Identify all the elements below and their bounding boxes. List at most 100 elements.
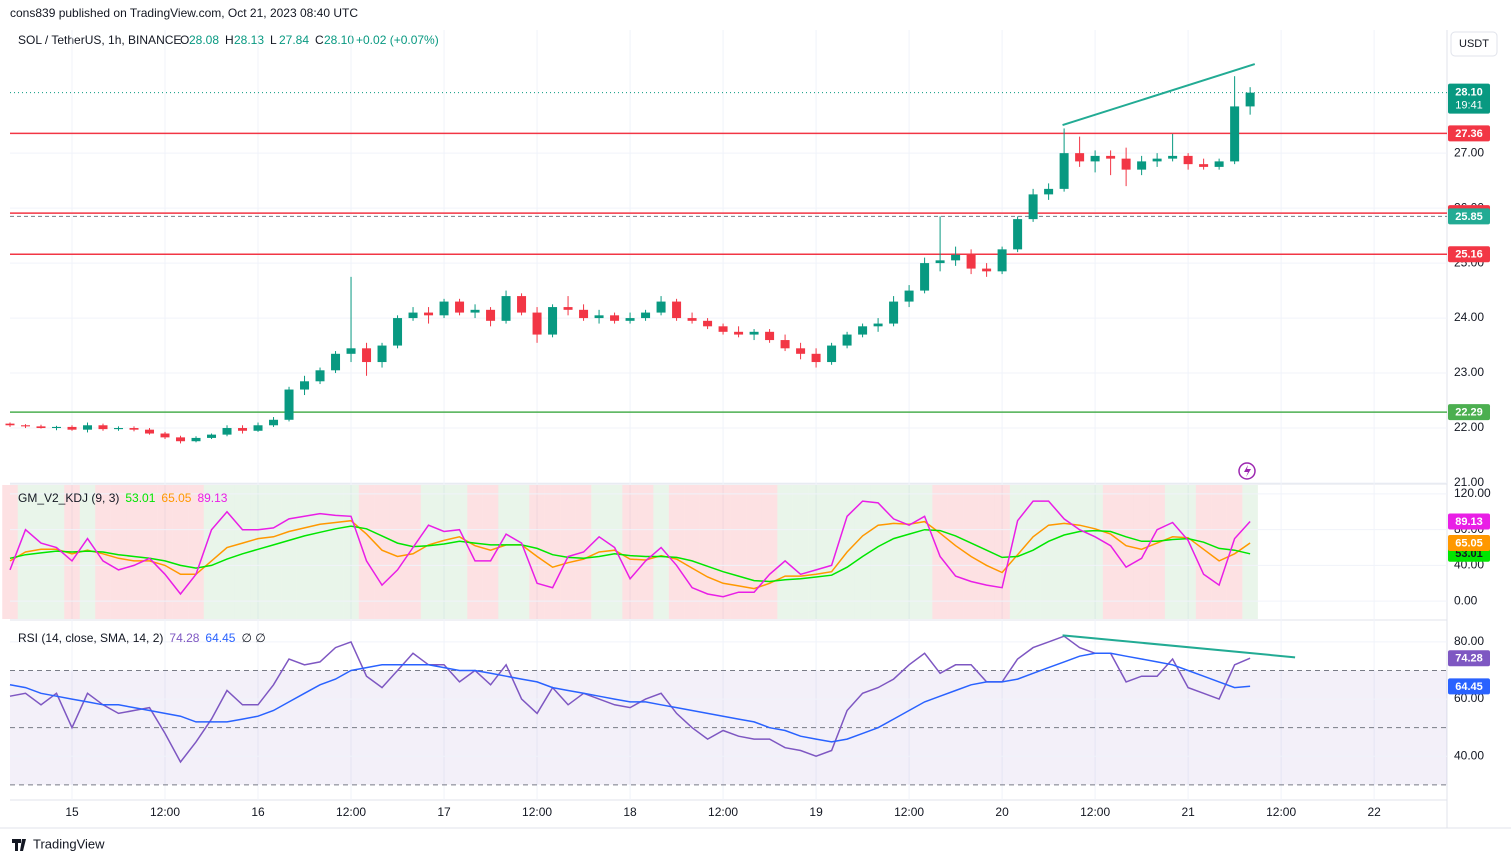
candle-body (362, 348, 372, 363)
indicator-value: 64.45 (205, 631, 235, 645)
candle-body (160, 433, 170, 438)
countdown-label: 19:41 (1455, 100, 1483, 112)
trend-band (172, 485, 189, 619)
y-tick-label: 0.00 (1454, 593, 1478, 607)
candle-body (486, 309, 496, 321)
trend-band (281, 485, 297, 619)
trend-band (637, 485, 654, 619)
price-tag (1448, 650, 1490, 667)
trend-band (653, 485, 669, 619)
candle-body (98, 425, 108, 430)
trend-band (668, 485, 685, 619)
indicator-line (9, 525, 1251, 583)
indicator-value: 53.01 (125, 491, 155, 505)
trend-band (513, 485, 530, 619)
y-tick-label: 23.00 (1454, 365, 1484, 379)
trend-band (1025, 485, 1041, 619)
trend-band (777, 485, 793, 619)
indicator-line (9, 652, 1251, 743)
candle-body (982, 268, 992, 272)
price-tag-label: 65.05 (1455, 537, 1483, 549)
candle-body (114, 428, 124, 430)
x-tick-label: 16 (251, 805, 265, 819)
ohlc-key: H (225, 33, 234, 47)
trend-band (529, 485, 545, 619)
candle-body (238, 428, 248, 431)
trend-band (870, 485, 886, 619)
trendline (1062, 63, 1256, 127)
y-tick-label: 120.00 (1454, 486, 1491, 500)
candle-body (1137, 161, 1147, 170)
trend-band (1133, 485, 1150, 619)
ohlc-key: C (315, 33, 324, 47)
event-icon[interactable] (1238, 462, 1256, 480)
candle-body (1106, 155, 1116, 159)
candle-body (36, 426, 46, 429)
candle-body (83, 425, 93, 430)
currency-button[interactable] (1450, 31, 1498, 57)
trend-band (746, 485, 762, 619)
trend-band (358, 485, 375, 619)
x-tick-label: 22 (1367, 805, 1381, 819)
trend-band (854, 485, 871, 619)
price-tag-label: 74.28 (1455, 653, 1483, 665)
candle-body (563, 307, 573, 310)
trend-band (699, 485, 716, 619)
trend-band (1118, 485, 1134, 619)
candle-body (703, 320, 713, 327)
y-tick-label: 80.00 (1454, 634, 1484, 648)
y-tick-label: 24.00 (1454, 310, 1484, 324)
indicator-extra: ∅ ∅ (241, 631, 265, 645)
candle-body (5, 423, 15, 426)
candle-body (393, 318, 403, 346)
candle-body (1044, 188, 1054, 195)
x-tick-label: 21 (1181, 805, 1195, 819)
trend-band (1040, 485, 1057, 619)
trend-band (1009, 485, 1026, 619)
candle-body (594, 315, 604, 319)
x-tick-label: 12:00 (522, 805, 552, 819)
indicator-value: 74.28 (169, 631, 199, 645)
candle-body (734, 331, 744, 335)
trend-band (808, 485, 824, 619)
candle-body (780, 340, 790, 349)
candle-body (796, 348, 806, 354)
trend-band (885, 485, 902, 619)
currency-label[interactable]: USDT (1459, 38, 1489, 50)
price-tag (1448, 246, 1490, 263)
candle-body (207, 434, 217, 438)
candle-body (408, 312, 418, 319)
candle-body (1183, 155, 1193, 165)
candle-body (687, 318, 697, 321)
ohlc-value: 28.08 (189, 33, 219, 47)
price-tag (1448, 125, 1490, 142)
trend-band (482, 485, 499, 619)
trend-band (1164, 485, 1181, 619)
candle-body (951, 254, 961, 261)
trend-band (219, 485, 235, 619)
trend-band (901, 485, 917, 619)
price-tag-label: 25.16 (1455, 249, 1483, 261)
candle-body (858, 326, 868, 335)
candle-body (253, 425, 263, 431)
trend-band (684, 485, 700, 619)
candle-body (455, 301, 465, 313)
candle-body (1013, 219, 1023, 250)
trend-band (606, 485, 623, 619)
candle-body (842, 334, 852, 346)
candle-body (67, 426, 77, 430)
candle-body (52, 426, 62, 429)
y-tick-label: 22.00 (1454, 420, 1484, 434)
candle-body (517, 296, 527, 313)
trend-band (327, 485, 344, 619)
candle-body (811, 353, 821, 363)
trend-band (203, 485, 220, 619)
trend-band (916, 485, 933, 619)
candle-body (222, 428, 232, 435)
ohlc-value: 28.13 (234, 33, 264, 47)
change: +0.02 (+0.07%) (356, 33, 439, 47)
candle-body (424, 312, 434, 316)
candle-body (1121, 158, 1131, 170)
trend-band (1242, 485, 1258, 619)
